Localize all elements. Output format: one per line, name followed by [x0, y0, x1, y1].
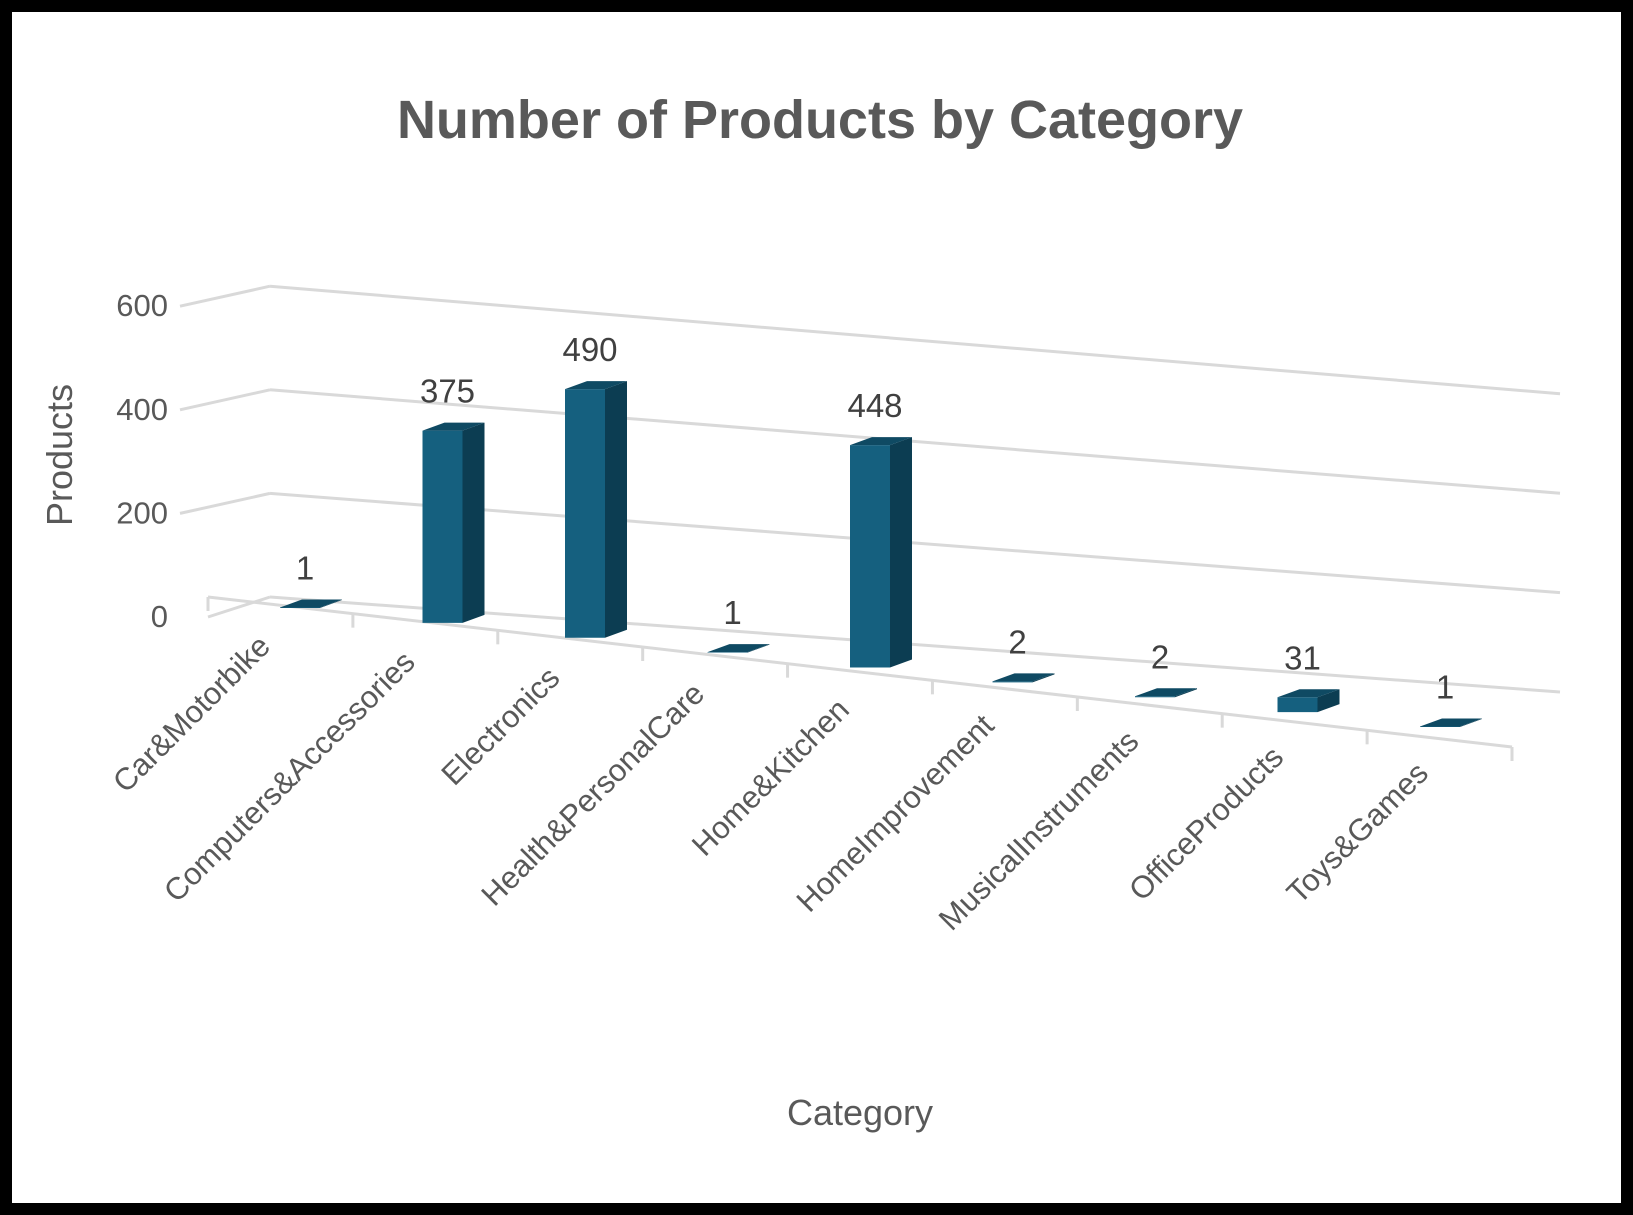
- bar-side: [462, 422, 485, 623]
- gridline-left-400: [179, 388, 271, 412]
- bar-side: [1460, 718, 1482, 727]
- category-label: Toys&Games: [1280, 755, 1435, 910]
- y-tick-labels: 0 200 400 600: [116, 288, 168, 634]
- chart-title: Number of Products by Category: [397, 90, 1243, 150]
- bar-side: [605, 381, 627, 638]
- data-label: 448: [847, 387, 902, 424]
- bar-side: [1317, 689, 1340, 713]
- gridline-200: [269, 491, 1561, 595]
- bar-top: [1277, 689, 1340, 698]
- category-label: Electronics: [434, 660, 566, 792]
- y-tick-label: 400: [116, 392, 168, 427]
- gridline-600: [269, 284, 1561, 396]
- bar-8: [1420, 718, 1482, 727]
- bar-0: [280, 599, 342, 608]
- bar-3: [707, 644, 770, 653]
- y-axis-label: Products: [39, 384, 80, 526]
- y-tick-label: 600: [116, 288, 168, 323]
- gridlines: [179, 284, 1561, 694]
- data-labels: 1 375 490 1 448 2 2 31 1: [296, 331, 1454, 705]
- bar-front: [422, 430, 463, 623]
- bar-2: [565, 381, 627, 638]
- data-label: 490: [562, 331, 617, 368]
- gridline-0: [269, 595, 1561, 694]
- data-label: 375: [420, 373, 475, 410]
- bar-front: [850, 445, 890, 668]
- bar-front: [1277, 697, 1318, 713]
- bar-top: [565, 381, 627, 390]
- bar-top: [850, 437, 912, 446]
- bar-side: [1032, 673, 1055, 683]
- gridline-400: [269, 388, 1561, 495]
- category-label: Car&Motorbike: [106, 628, 277, 799]
- data-label: 1: [296, 549, 314, 586]
- gridline-left-0: [207, 595, 271, 619]
- bar-top: [1420, 718, 1482, 727]
- x-axis-label: Category: [787, 1092, 933, 1133]
- bar-front: [565, 389, 605, 638]
- bar-7: [1277, 689, 1340, 713]
- bar-side: [320, 599, 342, 608]
- category-label: OfficeProducts: [1122, 739, 1290, 907]
- bar-front: [992, 681, 1033, 683]
- category-label: Home&Kitchen: [685, 692, 856, 863]
- bar-4: [850, 437, 912, 668]
- bars: [280, 381, 1482, 727]
- bar-5: [992, 673, 1055, 683]
- data-label: 1: [723, 594, 741, 631]
- bar-front: [1135, 696, 1175, 698]
- bar-side: [1175, 688, 1197, 698]
- y-tick-label: 0: [151, 599, 168, 634]
- bar-top: [992, 673, 1055, 682]
- data-label: 1: [1436, 669, 1454, 706]
- bar-side: [747, 644, 770, 653]
- data-label: 2: [1151, 638, 1169, 675]
- y-tick-label: 200: [116, 495, 168, 530]
- bar-front: [707, 652, 748, 653]
- bar-6: [1135, 688, 1197, 698]
- data-label: 2: [1008, 623, 1026, 660]
- gridline-left-600: [179, 284, 271, 308]
- bar-top: [422, 422, 485, 431]
- bar-top: [1135, 688, 1197, 697]
- gridline-left-200: [179, 491, 271, 515]
- bar-top: [707, 644, 770, 653]
- data-label: 31: [1284, 639, 1321, 676]
- bar-side: [890, 437, 912, 668]
- bar-top: [280, 599, 342, 608]
- bar-front: [280, 607, 320, 608]
- bar-1: [422, 422, 485, 623]
